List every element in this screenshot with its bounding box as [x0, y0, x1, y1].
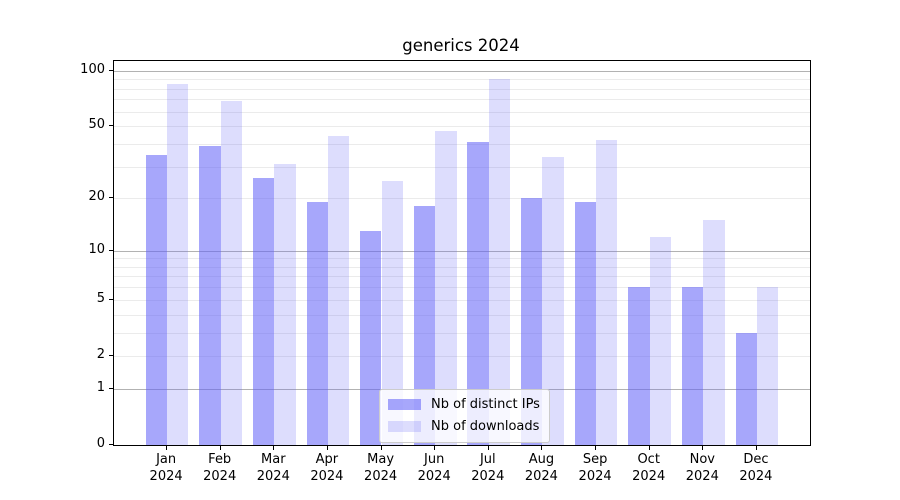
minor-gridline-90 — [114, 79, 810, 81]
x-tick-label-apr-2024: Apr 2024 — [310, 452, 344, 484]
bar-nb-of-distinct-ips-jun-2024 — [413, 206, 436, 445]
bar-nb-of-downloads-sep-2024 — [596, 140, 618, 445]
x-tick-label-oct-2024: Oct 2024 — [632, 452, 666, 484]
legend-label-distinct-ips: Nb of distinct IPs — [431, 397, 540, 412]
minor-gridline-6 — [114, 287, 810, 289]
x-tick-label-aug-2024: Aug 2024 — [524, 452, 558, 484]
y-tick-mark-50 — [109, 125, 113, 127]
bar-nb-of-distinct-ips-oct-2024 — [628, 287, 650, 445]
bar-nb-of-distinct-ips-mar-2024 — [252, 177, 275, 445]
x-tick-mark-oct-2024 — [648, 446, 650, 450]
minor-gridline-20 — [114, 198, 810, 200]
bar-nb-of-distinct-ips-apr-2024 — [306, 202, 328, 445]
bars-layer — [114, 61, 810, 445]
y-tick-mark-2 — [109, 354, 113, 356]
legend: Nb of distinct IPs Nb of downloads — [379, 389, 550, 443]
bar-nb-of-distinct-ips-jan-2024 — [145, 154, 167, 445]
x-tick-label-feb-2024: Feb 2024 — [203, 452, 237, 484]
y-tick-label-50: 50 — [88, 117, 105, 133]
legend-swatch-distinct-ips — [388, 399, 421, 410]
y-tick-mark-1 — [109, 387, 113, 389]
x-tick-label-jun-2024: Jun 2024 — [417, 452, 451, 484]
minor-gridline-2 — [114, 355, 810, 357]
bar-nb-of-downloads-dec-2024 — [756, 287, 779, 445]
plot-area: Nb of distinct IPs Nb of downloads — [113, 60, 811, 446]
bar-nb-of-distinct-ips-feb-2024 — [199, 145, 221, 445]
legend-item-distinct-ips: Nb of distinct IPs — [388, 395, 540, 414]
x-tick-label-may-2024: May 2024 — [364, 452, 398, 484]
bar-nb-of-distinct-ips-may-2024 — [360, 231, 382, 445]
minor-gridline-7 — [114, 276, 810, 278]
bar-nb-of-distinct-ips-nov-2024 — [681, 287, 704, 445]
x-tick-label-sep-2024: Sep 2024 — [578, 452, 612, 484]
x-tick-mark-jun-2024 — [434, 446, 436, 450]
bar-nb-of-distinct-ips-aug-2024 — [521, 198, 543, 445]
y-tick-mark-5 — [109, 298, 113, 300]
bar-nb-of-downloads-feb-2024 — [220, 100, 243, 445]
y-tick-label-0: 0 — [96, 436, 105, 451]
x-tick-mark-mar-2024 — [273, 446, 275, 450]
bar-nb-of-downloads-nov-2024 — [703, 220, 725, 445]
y-tick-label-2: 2 — [96, 346, 105, 362]
x-tick-mark-jan-2024 — [166, 446, 168, 450]
bar-nb-of-downloads-mar-2024 — [274, 164, 296, 445]
bar-nb-of-downloads-jan-2024 — [167, 83, 189, 445]
bar-nb-of-distinct-ips-sep-2024 — [574, 202, 596, 445]
minor-gridline-30 — [114, 166, 810, 168]
minor-gridline-40 — [114, 143, 810, 145]
major-gridline-100 — [114, 70, 810, 72]
y-tick-mark-20 — [109, 197, 113, 199]
y-tick-mark-0 — [109, 444, 113, 445]
legend-label-downloads: Nb of downloads — [431, 419, 540, 434]
y-tick-label-1: 1 — [96, 379, 105, 395]
y-tick-label-10: 10 — [88, 241, 105, 257]
minor-gridline-8 — [114, 266, 810, 268]
grid-layer — [114, 61, 810, 445]
x-tick-label-jul-2024: Jul 2024 — [471, 452, 505, 484]
bar-nb-of-downloads-oct-2024 — [649, 237, 672, 445]
y-tick-label-100: 100 — [80, 61, 105, 77]
x-tick-label-mar-2024: Mar 2024 — [256, 452, 290, 484]
bar-nb-of-downloads-jun-2024 — [435, 131, 457, 445]
bar-nb-of-distinct-ips-jul-2024 — [467, 142, 489, 445]
x-tick-mark-may-2024 — [380, 446, 382, 450]
x-tick-mark-dec-2024 — [755, 446, 757, 450]
minor-gridline-4 — [114, 314, 810, 316]
x-tick-label-dec-2024: Dec 2024 — [739, 452, 773, 484]
y-tick-label-20: 20 — [88, 189, 105, 205]
y-tick-label-5: 5 — [96, 290, 105, 306]
y-tick-mark-10 — [109, 249, 113, 251]
x-tick-mark-jul-2024 — [487, 446, 489, 450]
minor-gridline-60 — [114, 111, 810, 113]
legend-item-downloads: Nb of downloads — [388, 417, 540, 436]
bar-nb-of-downloads-aug-2024 — [542, 156, 564, 445]
x-tick-mark-apr-2024 — [326, 446, 328, 450]
legend-swatch-downloads — [388, 421, 421, 432]
minor-gridline-80 — [114, 88, 810, 90]
minor-gridline-9 — [114, 258, 810, 260]
minor-gridline-5 — [114, 299, 810, 301]
minor-gridline-50 — [114, 126, 810, 128]
bar-nb-of-downloads-jul-2024 — [488, 79, 511, 445]
minor-gridline-3 — [114, 332, 810, 334]
x-tick-mark-aug-2024 — [541, 446, 543, 450]
y-tick-mark-100 — [109, 69, 113, 71]
x-tick-mark-nov-2024 — [702, 446, 704, 450]
minor-gridline-70 — [114, 99, 810, 101]
chart-title: generics 2024 — [402, 36, 520, 55]
x-tick-label-nov-2024: Nov 2024 — [685, 452, 719, 484]
x-tick-mark-sep-2024 — [595, 446, 597, 450]
bar-nb-of-distinct-ips-dec-2024 — [735, 332, 757, 445]
bar-nb-of-downloads-apr-2024 — [327, 136, 350, 445]
x-tick-label-jan-2024: Jan 2024 — [149, 452, 183, 484]
major-gridline-10 — [114, 250, 810, 252]
bar-nb-of-downloads-may-2024 — [381, 180, 403, 445]
x-tick-mark-feb-2024 — [219, 446, 221, 450]
